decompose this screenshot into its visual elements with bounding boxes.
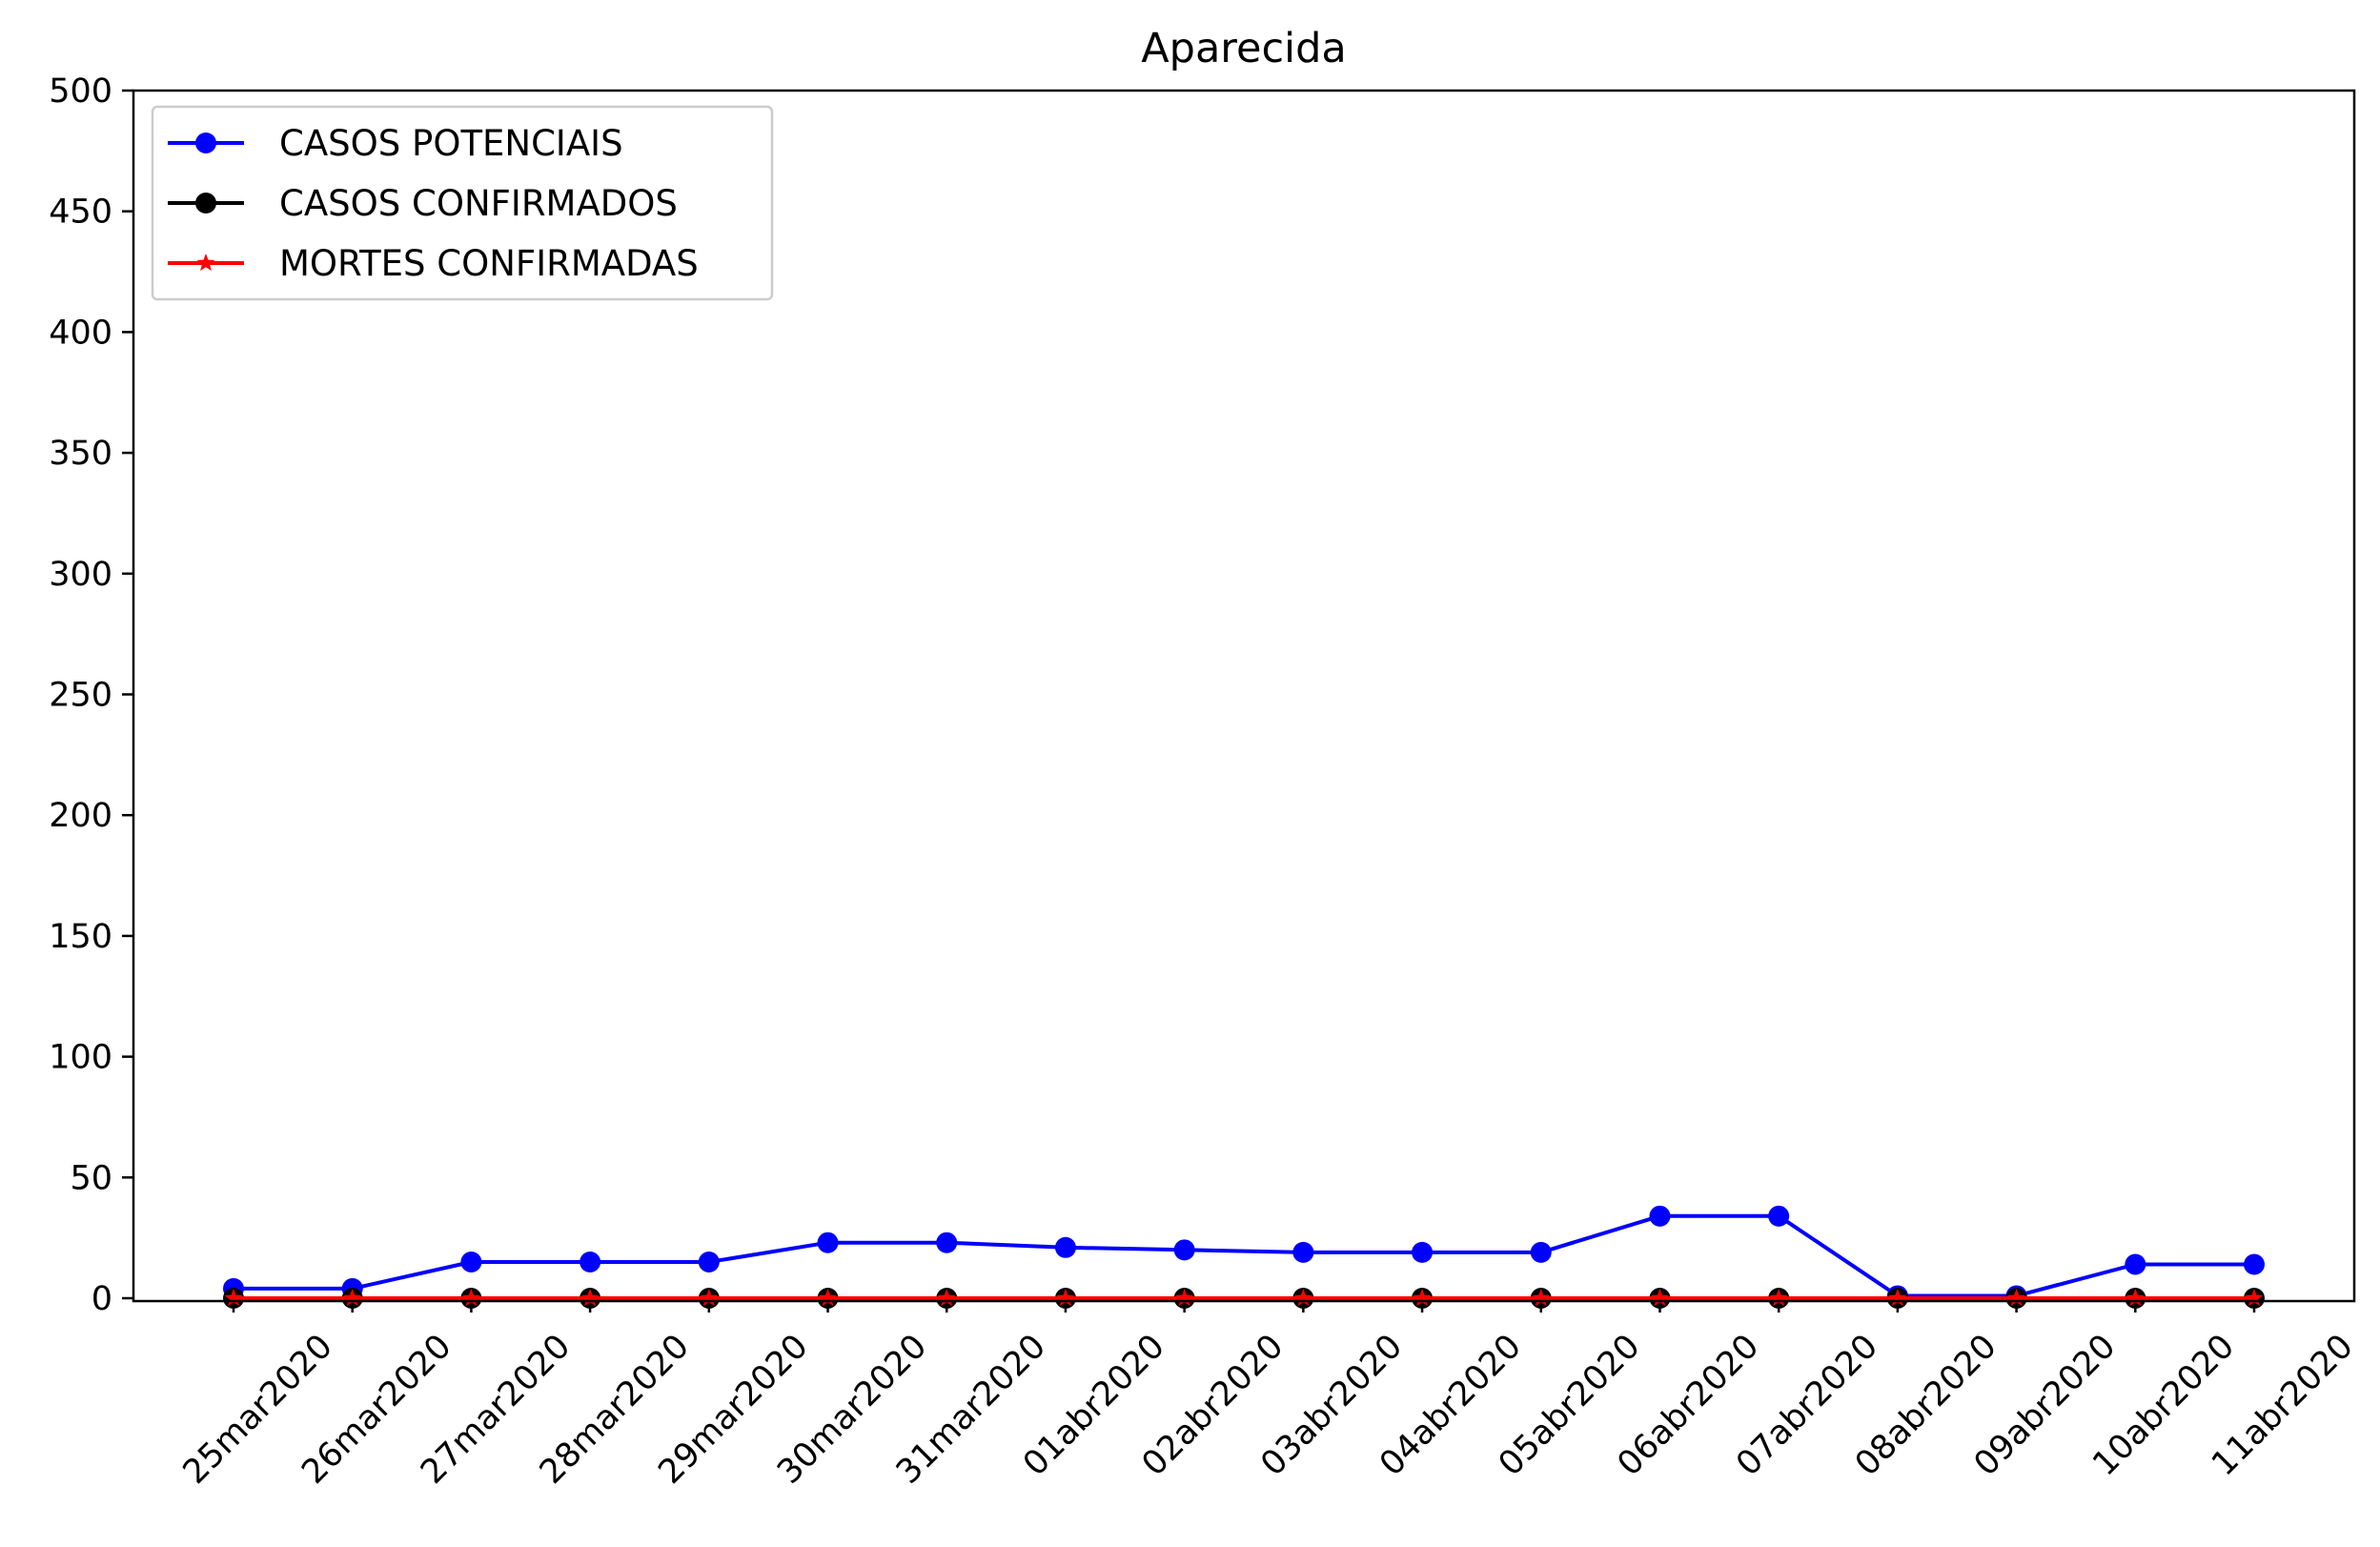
y-tick-label: 0 <box>92 1280 112 1318</box>
legend-marker <box>196 254 215 272</box>
series-2 <box>224 1289 2264 1307</box>
data-point <box>1651 1289 1669 1307</box>
data-point <box>2244 1253 2265 1275</box>
data-point <box>1056 1289 1075 1307</box>
y-axis: 0 50 100 150 200 250 300 350 400 450 500 <box>49 72 133 1318</box>
legend-box <box>151 105 774 301</box>
data-point <box>1413 1289 1432 1307</box>
y-tick-label: 400 <box>49 314 112 352</box>
y-tick-label: 100 <box>49 1039 112 1077</box>
y-tick-label: 300 <box>49 556 112 594</box>
legend-item: CASOS POTENCIAIS <box>168 123 623 164</box>
y-tick-label: 50 <box>70 1159 112 1197</box>
legend-label: CASOS CONFIRMADOS <box>279 183 678 224</box>
data-point <box>2125 1253 2146 1275</box>
data-point <box>343 1289 362 1307</box>
data-point <box>1532 1289 1551 1307</box>
legend-marker <box>195 132 216 153</box>
legend: CASOS POTENCIAIS CASOS CONFIRMADOS MORTES … <box>151 105 774 301</box>
y-tick-label: 350 <box>49 435 112 473</box>
data-point <box>1293 1289 1312 1307</box>
y-tick-label: 200 <box>49 797 112 835</box>
data-point <box>817 1231 839 1253</box>
data-point <box>580 1251 601 1272</box>
chart-title: Aparecida <box>1141 25 1346 72</box>
data-point <box>1768 1205 1790 1227</box>
data-point <box>1769 1289 1788 1307</box>
data-point <box>2007 1289 2026 1307</box>
data-point <box>1173 1239 1195 1261</box>
y-tick-label: 500 <box>49 72 112 111</box>
data-point <box>819 1289 837 1307</box>
plot-series <box>223 1205 2265 1309</box>
plot-frame <box>132 89 2356 1303</box>
data-point <box>937 1289 956 1307</box>
data-point <box>936 1231 958 1253</box>
legend-label: MORTES CONFIRMADAS <box>279 243 699 284</box>
data-point <box>1649 1205 1671 1227</box>
data-point <box>224 1289 243 1307</box>
legend-label: CASOS POTENCIAIS <box>279 123 623 164</box>
legend-item: MORTES CONFIRMADAS <box>168 243 699 284</box>
data-point <box>1530 1241 1552 1263</box>
series-line <box>234 1213 2254 1298</box>
y-tick-label: 150 <box>49 918 112 956</box>
data-point <box>580 1289 600 1307</box>
data-point <box>1175 1289 1194 1307</box>
legend-item: CASOS CONFIRMADOS <box>168 183 678 224</box>
data-point <box>1412 1241 1434 1263</box>
legend-marker <box>195 193 216 214</box>
data-point <box>1054 1236 1076 1258</box>
y-tick-label: 450 <box>49 193 112 232</box>
data-point <box>700 1289 719 1307</box>
data-point <box>2245 1289 2264 1307</box>
data-point <box>1292 1241 1314 1263</box>
y-tick-label: 250 <box>49 677 112 715</box>
data-point <box>461 1289 480 1307</box>
data-point <box>460 1251 482 1272</box>
data-point <box>1888 1289 1907 1307</box>
data-point <box>698 1251 720 1272</box>
data-point <box>2126 1289 2145 1307</box>
